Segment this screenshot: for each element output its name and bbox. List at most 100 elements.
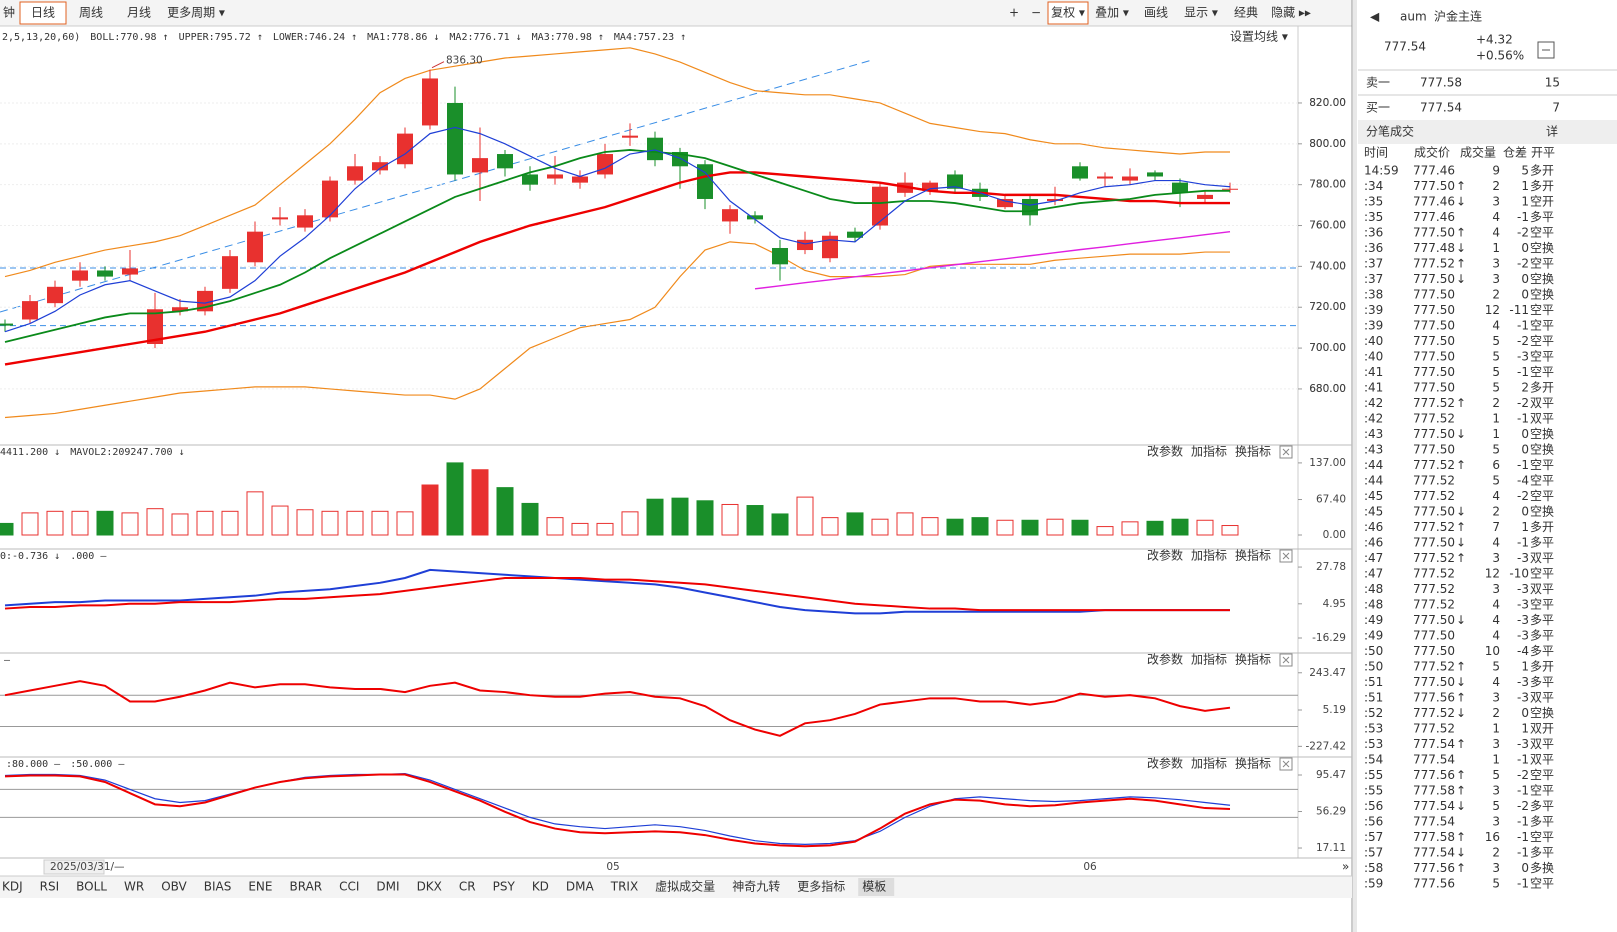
trade-type: 多平 [1530, 815, 1554, 829]
panel-button[interactable]: 换指标 [1235, 652, 1271, 667]
trades-detail[interactable]: 详 [1546, 124, 1558, 139]
close-icon [1282, 552, 1290, 560]
volume-bar [296, 509, 314, 536]
ma-setting[interactable]: 设置均线 ▾ [1230, 30, 1288, 44]
close-button[interactable] [1279, 653, 1293, 667]
collapse-button[interactable] [1537, 41, 1555, 59]
period-button[interactable]: 钟 [3, 5, 15, 20]
panel-button[interactable]: 加指标 [1191, 652, 1227, 667]
indicator-tab[interactable]: WR [124, 880, 144, 894]
trade-oi-diff: 0 [1521, 861, 1529, 875]
trend-line [0, 59, 873, 313]
tool-button[interactable]: 隐藏 ▸▸ [1271, 6, 1311, 20]
indicator-tab[interactable]: 神奇九转 [732, 879, 780, 894]
trade-time: :39 [1364, 303, 1383, 317]
indicator-tab[interactable]: CCI [339, 880, 359, 894]
y-tick-label: 740.00 [1309, 260, 1346, 272]
trade-price: 777.50 [1413, 365, 1455, 379]
trade-type: 空换 [1530, 241, 1554, 255]
period-button[interactable]: 日线 [31, 6, 55, 20]
volume-bar [1221, 525, 1239, 536]
indicator-tab[interactable]: 虚拟成交量 [655, 879, 715, 894]
volume-bar [371, 510, 389, 536]
trade-price: 777.52 [1413, 598, 1455, 612]
indicator-tab[interactable]: DMI [376, 880, 399, 894]
indicator-tab[interactable]: RSI [40, 880, 60, 894]
trade-oi-diff: -2 [1517, 257, 1529, 271]
panel-button[interactable]: 加指标 [1191, 756, 1227, 771]
trade-oi-diff: -1 [1517, 412, 1529, 426]
trade-price: 777.52 [1413, 458, 1455, 472]
close-button[interactable] [1279, 757, 1293, 771]
indicator-tab[interactable]: BRAR [289, 880, 322, 894]
legend-item: – [4, 655, 11, 666]
tool-button[interactable]: 画线 [1144, 6, 1168, 20]
trade-volume: 5 [1492, 768, 1500, 782]
trade-volume: 2 [1492, 288, 1500, 302]
period-button[interactable]: 更多周期 ▾ [167, 6, 225, 20]
panel-button[interactable]: 改参数 [1147, 652, 1183, 667]
panel-button[interactable]: 换指标 [1235, 756, 1271, 771]
trade-volume: 3 [1492, 737, 1500, 751]
candle-body [722, 209, 738, 222]
candle-body [697, 164, 713, 199]
trade-arrow: ↑ [1456, 396, 1466, 410]
trade-price: 777.56 [1413, 768, 1455, 782]
tool-button[interactable]: 经典 [1234, 6, 1258, 20]
trade-price: 777.52 [1413, 660, 1455, 674]
legend-item: 2,5,13,20,60) [2, 32, 80, 43]
candle-body [1147, 172, 1163, 177]
indicator-tab[interactable]: PSY [493, 880, 516, 894]
tool-button[interactable]: 叠加 ▾ [1095, 6, 1129, 20]
close-button[interactable] [1279, 549, 1293, 563]
trade-time: :55 [1364, 768, 1383, 782]
panel-button[interactable]: 改参数 [1147, 756, 1183, 771]
volume-bar [946, 518, 964, 536]
panel-button[interactable]: 改参数 [1147, 548, 1183, 563]
high-pointer [431, 61, 445, 69]
indicator-tab[interactable]: OBV [161, 880, 187, 894]
trade-time: :50 [1364, 644, 1383, 658]
candle-body [347, 166, 363, 181]
indicator-tab[interactable]: CR [459, 880, 476, 894]
indicator-tab[interactable]: 模板 [862, 880, 886, 894]
indicator-tab[interactable]: ENE [248, 880, 272, 894]
trade-price: 777.58 [1413, 784, 1455, 798]
close-button[interactable] [1279, 445, 1293, 459]
volume-bar [0, 522, 14, 536]
indicator-tab[interactable]: BIAS [204, 880, 232, 894]
candle-body [847, 231, 863, 238]
trade-oi-diff: 0 [1521, 427, 1529, 441]
panel-button[interactable]: 加指标 [1191, 444, 1227, 459]
y-tick-label: 27.78 [1316, 561, 1346, 573]
indicator-tab[interactable]: DMA [566, 880, 595, 894]
trade-price: 777.54 [1413, 799, 1455, 813]
trade-type: 多开 [1530, 520, 1554, 534]
tool-button[interactable]: − [1031, 6, 1041, 20]
volume-bar [171, 513, 189, 536]
trade-volume: 5 [1492, 365, 1500, 379]
panel-button[interactable]: 改参数 [1147, 444, 1183, 459]
indicator-tab[interactable]: 更多指标 [797, 879, 845, 894]
tool-button[interactable]: + [1009, 6, 1019, 20]
panel-button[interactable]: 换指标 [1235, 548, 1271, 563]
period-button[interactable]: 月线 [127, 6, 151, 20]
scroll-arrow[interactable]: » [1342, 860, 1349, 874]
tool-button[interactable]: 显示 ▾ [1184, 6, 1218, 20]
trade-time: :34 [1364, 179, 1383, 193]
indicator-tab[interactable]: DKX [417, 880, 442, 894]
back-arrow[interactable]: ◀ [1370, 10, 1380, 24]
indicator-tab[interactable]: BOLL [76, 880, 107, 894]
y-tick-label: 820.00 [1309, 97, 1346, 109]
period-button[interactable]: 周线 [79, 6, 103, 20]
trade-oi-diff: -3 [1517, 737, 1529, 751]
panel-button[interactable]: 加指标 [1191, 548, 1227, 563]
book-label: 卖一 [1366, 76, 1390, 90]
trade-time: :44 [1364, 474, 1383, 488]
indicator-tab[interactable]: KDJ [2, 880, 23, 894]
indicator-tab[interactable]: TRIX [610, 880, 638, 894]
trade-volume: 16 [1485, 830, 1500, 844]
tool-button[interactable]: 复权 ▾ [1051, 6, 1085, 20]
panel-button[interactable]: 换指标 [1235, 444, 1271, 459]
indicator-tab[interactable]: KD [532, 880, 549, 894]
